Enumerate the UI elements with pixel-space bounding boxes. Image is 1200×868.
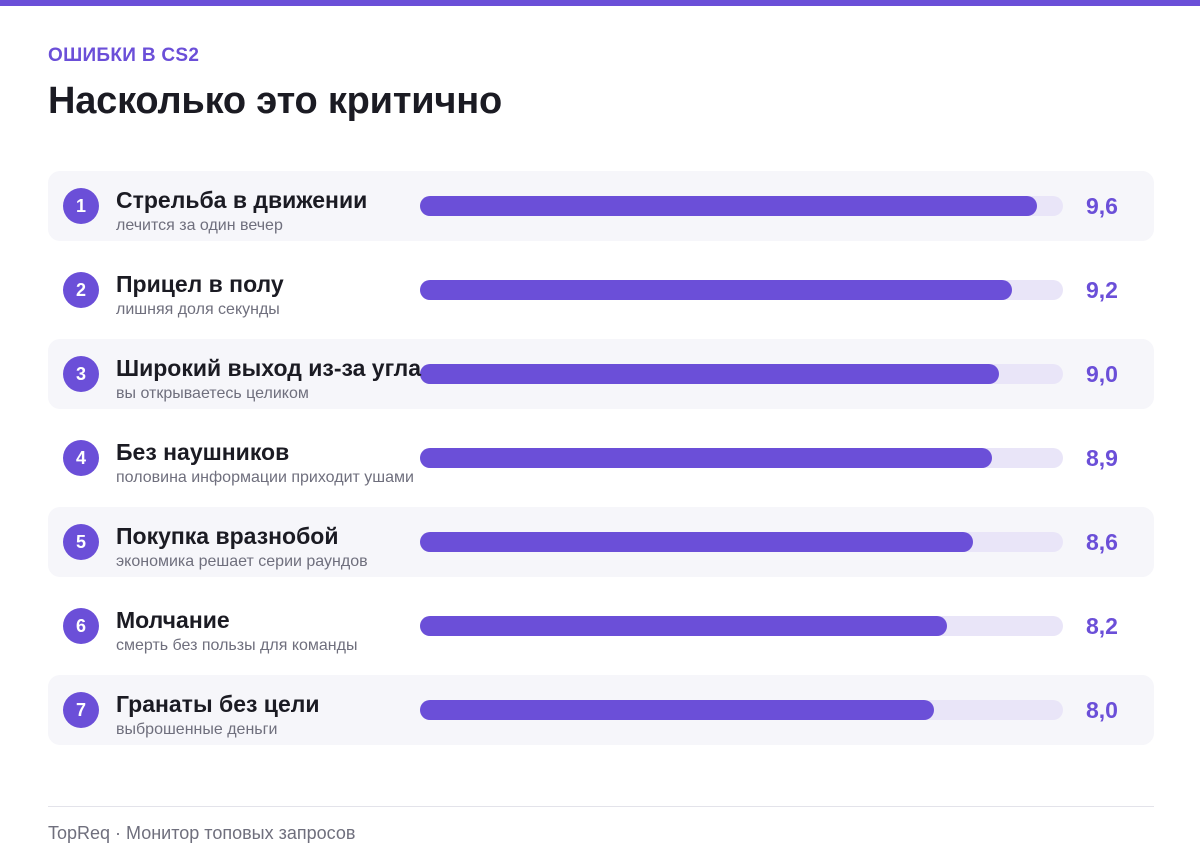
bar-fill: [420, 532, 973, 552]
rank-badge: 2: [63, 272, 99, 308]
bar-fill: [420, 280, 1012, 300]
value-label: 9,0: [1086, 361, 1118, 387]
chart-row: 6 Молчание смерть без пользы для команды 8,…: [48, 591, 1154, 661]
value-label: 9,6: [1086, 193, 1118, 219]
value-label: 8,2: [1086, 613, 1118, 639]
category-subtitle: экономика решает серии раундов: [116, 553, 368, 570]
chart-row: 3 Широкий выход из-за угла вы открываетесь…: [48, 339, 1154, 409]
chart-row: 4 Без наушников половина информации приход…: [48, 423, 1154, 493]
rank-badge: 5: [63, 524, 99, 560]
rank-badge: 4: [63, 440, 99, 476]
footer-source: TopReq · Монитор топовых запросов: [48, 823, 356, 843]
category-subtitle: выброшенные деньги: [116, 721, 278, 738]
bar-track: [420, 700, 1063, 720]
value-label: 9,2: [1086, 277, 1118, 303]
category-label: Гранаты без цели: [116, 691, 320, 717]
bar-track: [420, 364, 1063, 384]
category-label: Стрельба в движении: [116, 187, 368, 213]
category-subtitle: лечится за один вечер: [116, 217, 283, 234]
bar-fill: [420, 196, 1038, 216]
chart-title: Насколько это критично: [48, 80, 503, 122]
bar-track: [420, 532, 1063, 552]
category-subtitle: вы открываетесь целиком: [116, 385, 309, 402]
chart-row: 2 Прицел в полу лишняя доля секунды 9,2: [48, 255, 1154, 325]
rank-badge: 6: [63, 608, 99, 644]
value-label: 8,6: [1086, 529, 1118, 555]
category-label: Молчание: [116, 607, 230, 633]
value-label: 8,9: [1086, 445, 1118, 471]
bar-fill: [420, 616, 948, 636]
footer-divider: [48, 806, 1154, 807]
rank-badge: 1: [63, 188, 99, 224]
category-subtitle: лишняя доля секунды: [116, 301, 280, 318]
bar-track: [420, 448, 1063, 468]
bar-track: [420, 196, 1063, 216]
bar-fill: [420, 700, 935, 720]
category-label: Широкий выход из-за угла: [116, 355, 422, 381]
section-kicker: ОШИБКИ В CS2: [48, 45, 200, 66]
category-label: Покупка вразнобой: [116, 523, 339, 549]
chart-row: 5 Покупка вразнобой экономика решает серии…: [48, 507, 1154, 577]
top-accent-bar: [0, 0, 1200, 6]
bar-fill: [420, 448, 993, 468]
ranking-chart: 1 Стрельба в движении лечится за один вече…: [48, 171, 1154, 759]
bar-fill: [420, 364, 999, 384]
rank-badge: 7: [63, 692, 99, 728]
chart-row: 7 Гранаты без цели выброшенные деньги 8,0: [48, 675, 1154, 745]
category-subtitle: половина информации приходит ушами: [116, 469, 414, 486]
bar-track: [420, 280, 1063, 300]
category-subtitle: смерть без пользы для команды: [116, 637, 358, 654]
category-label: Прицел в полу: [116, 271, 284, 297]
rank-badge: 3: [63, 356, 99, 392]
bar-track: [420, 616, 1063, 636]
value-label: 8,0: [1086, 697, 1118, 723]
chart-row: 1 Стрельба в движении лечится за один вече…: [48, 171, 1154, 241]
category-label: Без наушников: [116, 439, 290, 465]
